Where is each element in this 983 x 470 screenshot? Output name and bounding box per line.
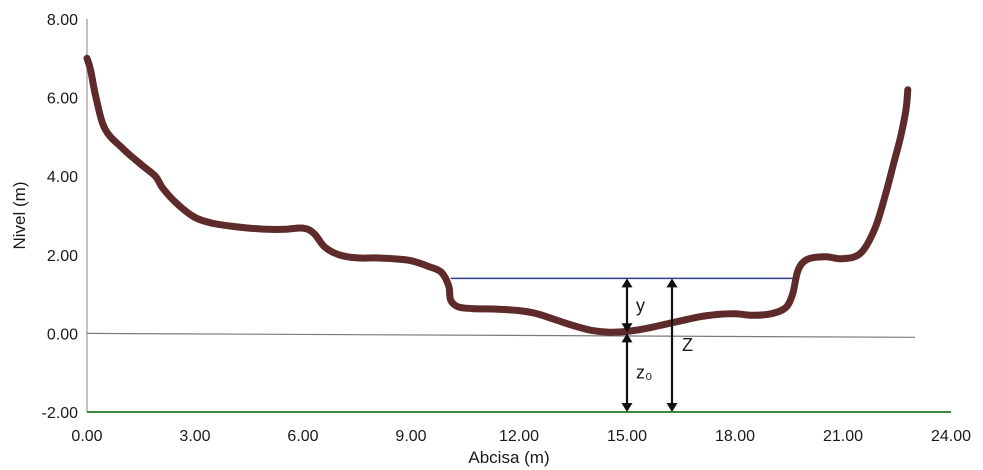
x-tick-label: 0.00 [71,428,102,445]
arrowhead-down [666,403,678,412]
x-tick-label: 3.00 [179,428,210,445]
y-tick-label: 4.00 [47,169,78,186]
x-axis-title: Abcisa (m) [468,448,549,467]
plot-area: y z₀ Z [83,19,951,413]
y-tick-labels: 8.00 6.00 4.00 2.00 0.00 -2.00 [42,12,79,422]
x-tick-label: 9.00 [395,428,426,445]
x-tick-label: 6.00 [287,428,318,445]
arrowhead-up [666,278,678,288]
arrow-z0: z₀ [621,333,652,412]
x-tick-labels: 0.00 3.00 6.00 9.00 12.00 15.00 18.00 21.00 24.0… [71,428,971,445]
y-tick-label: 2.00 [47,248,78,265]
x-tick-label: 15.00 [607,428,647,445]
arrowhead-up [621,333,633,343]
arrow-y: y [621,278,645,333]
arrow-big-z: Z [666,278,693,412]
x-tick-label: 21.00 [823,428,863,445]
y-axis-title: Nivel (m) [10,182,29,250]
arrowhead-up [621,278,633,288]
annotation-label-z0: z₀ [636,363,652,383]
arrowhead-down [621,403,633,412]
annotation-label-y: y [636,295,645,315]
y-tick-label: -2.00 [42,405,79,422]
y-tick-label: 0.00 [47,326,78,343]
y-tick-label: 6.00 [47,91,78,108]
datum-line [86,332,916,338]
x-tick-label: 18.00 [715,428,755,445]
arrowhead-down [621,323,633,333]
x-tick-label: 12.00 [499,428,539,445]
x-tick-label: 24.00 [931,428,971,445]
terrain-profile-line [83,54,912,336]
annotation-label-big-z: Z [682,335,693,355]
y-tick-label: 8.00 [47,12,78,29]
dimension-arrows: y z₀ Z [621,278,693,412]
